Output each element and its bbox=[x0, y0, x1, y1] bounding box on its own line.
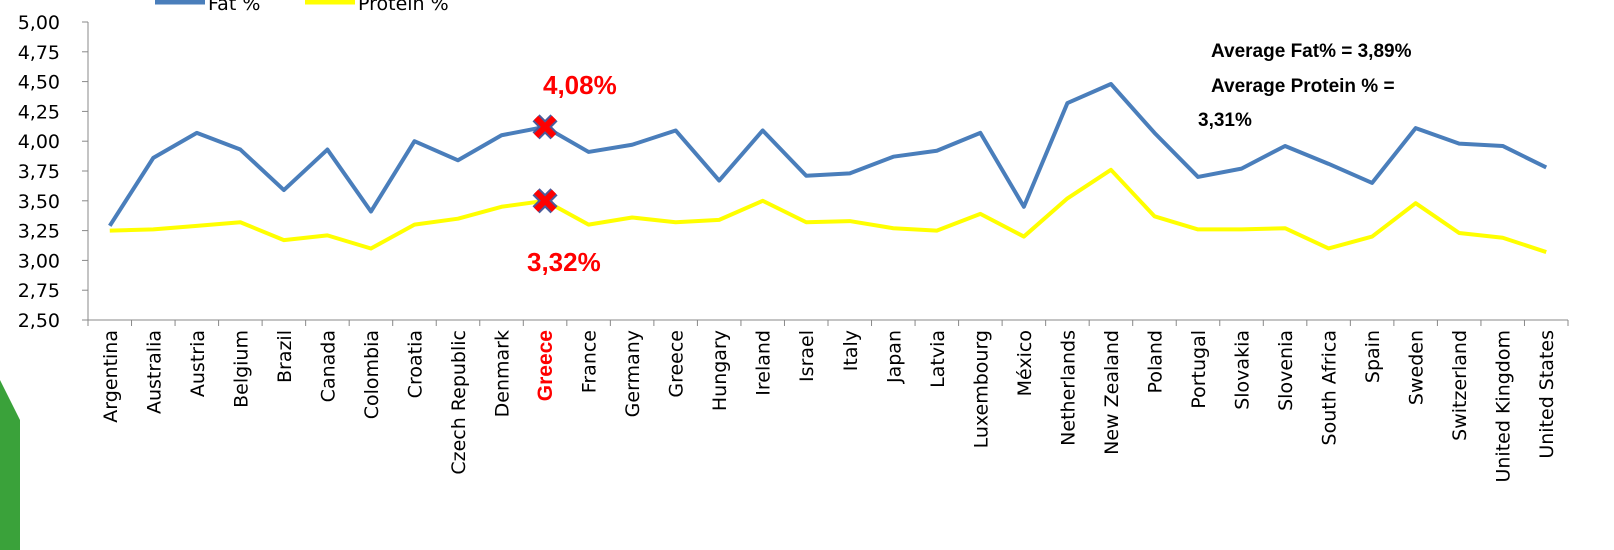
y-tick-label: 4,75 bbox=[18, 42, 60, 64]
annotation: Average Protein % = bbox=[1211, 76, 1395, 97]
x-tick-label: Austria bbox=[187, 330, 209, 397]
x-tick-label: Portugal bbox=[1188, 330, 1210, 409]
x-tick-label: Australia bbox=[143, 330, 165, 414]
x-tick-label: Belgium bbox=[230, 330, 252, 408]
annotation: 3,32% bbox=[527, 247, 601, 277]
x-tick-label: Switzerland bbox=[1449, 330, 1471, 441]
x-tick-label: Poland bbox=[1144, 330, 1166, 393]
series-line bbox=[110, 170, 1546, 252]
x-tick-label: Argentina bbox=[100, 330, 122, 423]
y-tick-label: 3,25 bbox=[18, 221, 60, 243]
annotation: Average Fat% = 3,89% bbox=[1211, 41, 1412, 62]
annotation: 3,31% bbox=[1198, 110, 1252, 131]
legend-label: Protein % bbox=[358, 0, 449, 15]
x-tick-label: Germany bbox=[622, 330, 644, 417]
x-tick-label: Spain bbox=[1362, 330, 1384, 383]
x-tick-label: Sweden bbox=[1406, 330, 1428, 405]
annotation: 4,08% bbox=[543, 70, 617, 100]
x-tick-label: Slovakia bbox=[1232, 330, 1254, 410]
y-tick-label: 4,00 bbox=[18, 131, 60, 153]
y-tick-label: 5,00 bbox=[18, 12, 60, 34]
x-tick-label: Czech Republic bbox=[448, 330, 470, 475]
x-tick-label: Ireland bbox=[753, 330, 775, 396]
x-tick-label: Slovenia bbox=[1275, 330, 1297, 411]
x-tick-label: United States bbox=[1536, 330, 1558, 459]
x-tick-label: Colombia bbox=[361, 330, 383, 419]
highlight-marker bbox=[536, 192, 554, 210]
y-tick-label: 3,50 bbox=[18, 191, 60, 213]
x-tick-label: Japan bbox=[883, 330, 905, 384]
y-tick-label: 4,25 bbox=[18, 101, 60, 123]
y-tick-label: 2,50 bbox=[18, 310, 60, 332]
x-tick-label: Latvia bbox=[927, 330, 949, 388]
y-tick-label: 2,75 bbox=[18, 280, 60, 302]
x-tick-label: Netherlands bbox=[1057, 330, 1079, 446]
chart: 4,08% 3,32% Average Fat% = 3,89% Average… bbox=[0, 0, 1614, 550]
legend-label: Fat % bbox=[208, 0, 260, 15]
x-tick-label: France bbox=[579, 330, 601, 393]
x-tick-label: Israel bbox=[796, 330, 818, 382]
x-tick-label: South Africa bbox=[1319, 330, 1341, 445]
x-tick-label: Denmark bbox=[492, 330, 514, 417]
highlight-marker bbox=[536, 118, 554, 136]
x-tick-label: México bbox=[1014, 330, 1036, 396]
x-tick-label: Greece bbox=[534, 330, 557, 401]
x-tick-label: Greece bbox=[666, 330, 688, 398]
x-tick-label: Luxembourg bbox=[970, 330, 992, 448]
x-tick-label: United Kingdom bbox=[1493, 330, 1515, 483]
y-tick-label: 4,50 bbox=[18, 72, 60, 94]
x-tick-label: Canada bbox=[317, 330, 339, 402]
x-tick-label: New Zealand bbox=[1101, 330, 1123, 455]
x-tick-label: Brazil bbox=[274, 330, 296, 383]
x-tick-label: Croatia bbox=[404, 330, 426, 398]
y-tick-label: 3,75 bbox=[18, 161, 60, 183]
series-line bbox=[110, 84, 1546, 226]
x-tick-label: Hungary bbox=[709, 330, 731, 411]
x-tick-label: Italy bbox=[840, 330, 862, 371]
y-tick-label: 3,00 bbox=[18, 250, 60, 272]
decoration bbox=[0, 380, 20, 550]
